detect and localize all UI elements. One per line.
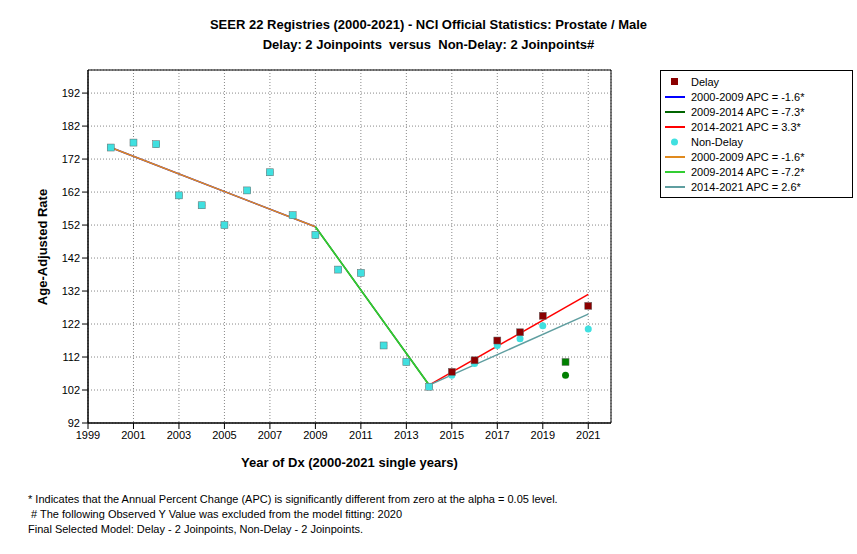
html-text:# The following Observed Y Val: # The following Observed Y Value was exc… [28, 508, 402, 520]
svg-text:2005: 2005 [212, 429, 236, 441]
html-text:2014-2021 APC = 2.6*: 2014-2021 APC = 2.6* [691, 180, 801, 193]
svg-text:162: 162 [62, 186, 80, 198]
svg-text:2017: 2017 [485, 429, 509, 441]
html-text:SEER 22 Registries (2000-2021): SEER 22 Registries (2000-2021) - NCI Off… [209, 17, 648, 32]
svg-text:142: 142 [62, 252, 80, 264]
svg-text:112: 112 [62, 351, 80, 363]
svg-text:102: 102 [62, 384, 80, 396]
html-text:2000-2009 APC = -1.6*: 2000-2009 APC = -1.6* [691, 90, 805, 103]
html-text:2009-2014 APC = -7.2*: 2009-2014 APC = -7.2* [691, 165, 805, 178]
svg-text:192: 192 [62, 87, 80, 99]
html-text:Final Selected Model: Delay -: Final Selected Model: Delay - 2 Joinpoin… [28, 523, 364, 535]
html-text:Year of Dx (2000-2021 single y: Year of Dx (2000-2021 single years) [241, 455, 458, 470]
html-text:Delay: Delay [691, 75, 720, 88]
svg-text:2007: 2007 [258, 429, 282, 441]
html-text:2014-2021 APC = 3.3*: 2014-2021 APC = 3.3* [691, 120, 801, 133]
svg-text:2003: 2003 [167, 429, 191, 441]
svg-text:2019: 2019 [531, 429, 555, 441]
svg-text:182: 182 [62, 120, 80, 132]
svg-text:2021: 2021 [576, 429, 600, 441]
html-text:Delay: 2 Joinpoints versus Non: Delay: 2 Joinpoints versus Non-Delay: 2 … [262, 37, 595, 52]
svg-text:2015: 2015 [440, 429, 464, 441]
html-text:Age-Adjusted Rate: Age-Adjusted Rate [34, 188, 50, 306]
svg-text:2011: 2011 [349, 429, 373, 441]
svg-text:92: 92 [68, 417, 80, 429]
html-text:2009-2014 APC = -7.3*: 2009-2014 APC = -7.3* [691, 105, 805, 118]
svg-text:2013: 2013 [394, 429, 418, 441]
svg-text:2001: 2001 [121, 429, 145, 441]
svg-text:172: 172 [62, 153, 80, 165]
html-text:2000-2009 APC = -1.6*: 2000-2009 APC = -1.6* [691, 150, 805, 163]
svg-text:122: 122 [62, 318, 80, 330]
html-text:Non-Delay: Non-Delay [691, 135, 743, 148]
html-text:* Indicates that the Annual Pe: * Indicates that the Annual Percent Chan… [28, 493, 558, 505]
svg-text:132: 132 [62, 285, 80, 297]
svg-text:1999: 1999 [76, 429, 100, 441]
svg-text:2009: 2009 [303, 429, 327, 441]
svg-text:152: 152 [62, 219, 80, 231]
